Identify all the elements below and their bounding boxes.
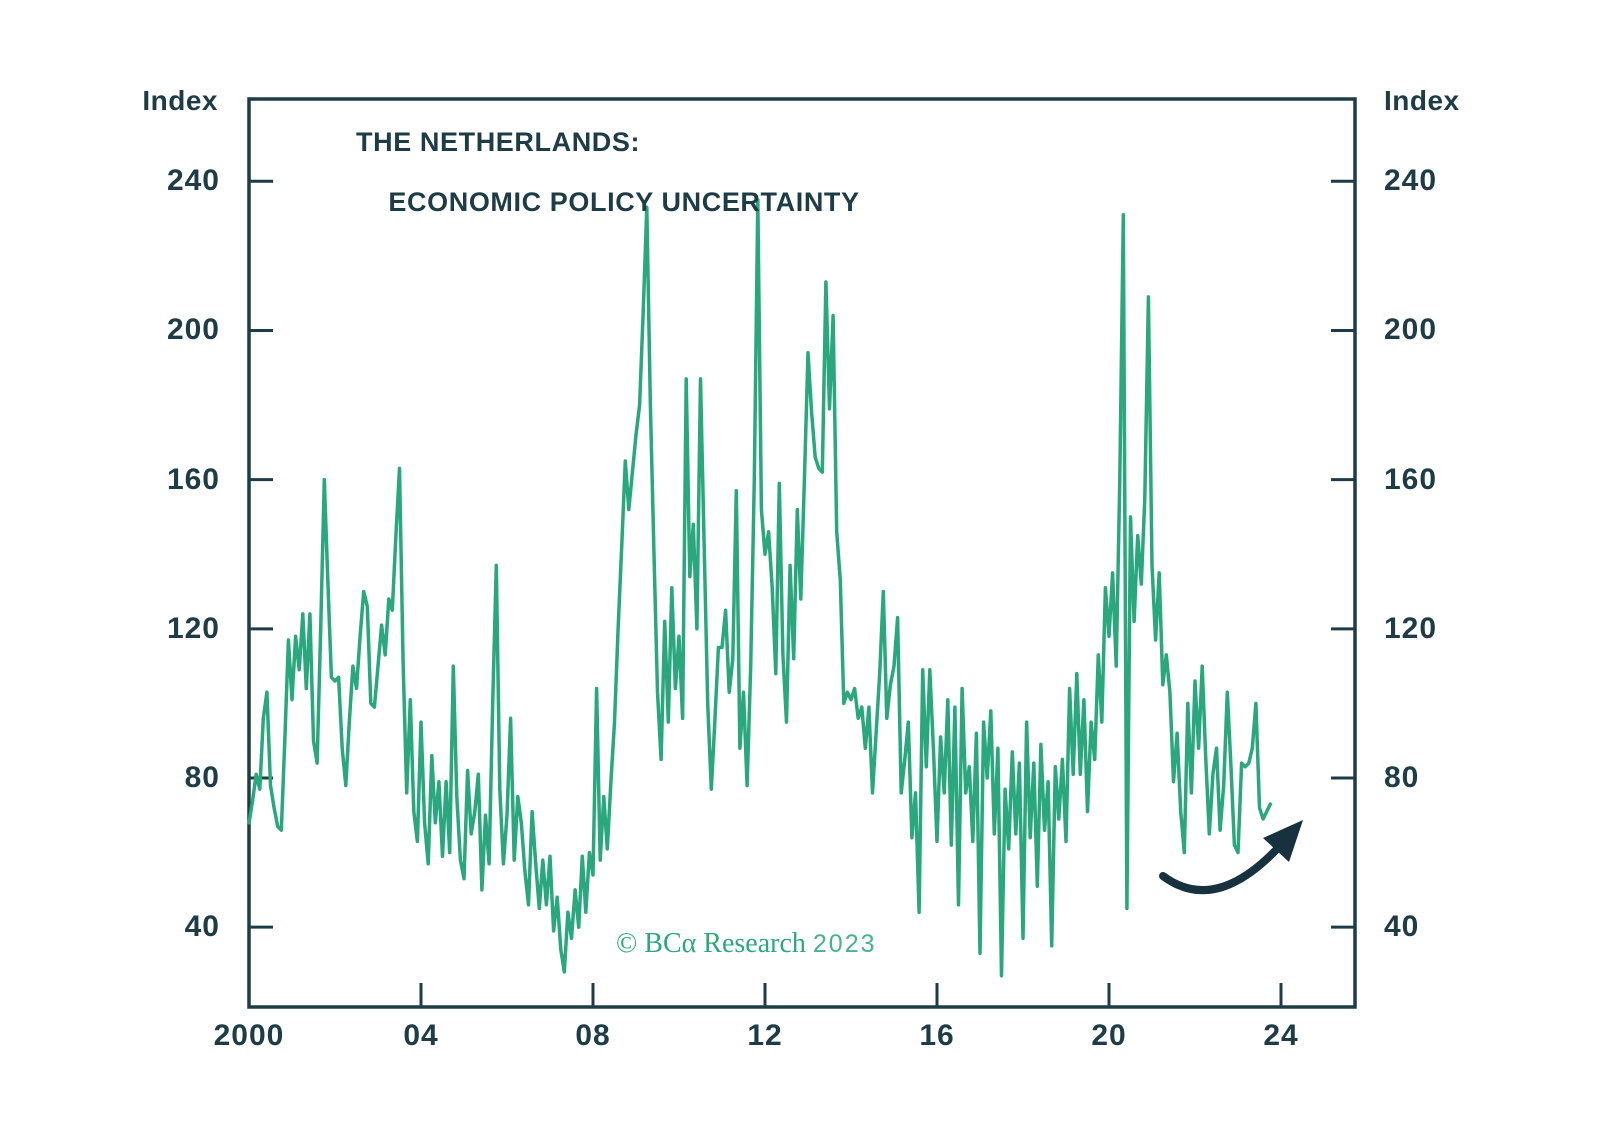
chart-title-line1: THE NETHERLANDS:: [356, 127, 641, 157]
plot-frame: [247, 97, 1357, 1009]
x-tick-label-2000: 2000: [213, 1019, 285, 1052]
x-tick-label-2004: 04: [403, 1019, 439, 1052]
x-tick-label-2016: 16: [919, 1019, 955, 1052]
y-tick-label-left-240: 240: [166, 164, 220, 198]
axes: [247, 97, 1357, 1009]
trend-arrow: [1159, 820, 1303, 894]
y-tick-label-right-40: 40: [1384, 910, 1420, 944]
x-tick-label-2012: 12: [747, 1019, 783, 1052]
left-axis-title: Index: [142, 85, 218, 116]
epu-line-series: [247, 198, 1273, 978]
y-tick-label-left-200: 200: [166, 313, 220, 347]
chart-title-line2: ECONOMIC POLICY UNCERTAINTY: [388, 187, 860, 217]
watermark-text: © BCα Research: [616, 928, 806, 959]
y-tick-label-left-120: 120: [166, 611, 220, 645]
right-axis-title: Index: [1384, 85, 1460, 116]
y-tick-label-right-160: 160: [1384, 462, 1438, 496]
x-tick-label-2008: 08: [575, 1019, 611, 1052]
copyright-watermark: © BCα Research 2023: [616, 928, 916, 960]
y-tick-label-left-160: 160: [166, 462, 220, 496]
y-tick-label-right-80: 80: [1384, 761, 1420, 794]
x-tick-label-2020: 20: [1091, 1019, 1127, 1052]
x-tick-label-2024: 24: [1263, 1019, 1299, 1052]
y-tick-label-left-40: 40: [184, 910, 220, 944]
chart-title: THE NETHERLANDS: ECONOMIC POLICY UNCERTA…: [356, 127, 860, 247]
y-tick-label-right-240: 240: [1384, 164, 1438, 198]
y-tick-label-right-200: 200: [1384, 313, 1438, 347]
y-tick-label-right-120: 120: [1384, 611, 1438, 645]
y-tick-label-left-80: 80: [184, 761, 220, 794]
watermark-year: 2023: [812, 930, 877, 958]
